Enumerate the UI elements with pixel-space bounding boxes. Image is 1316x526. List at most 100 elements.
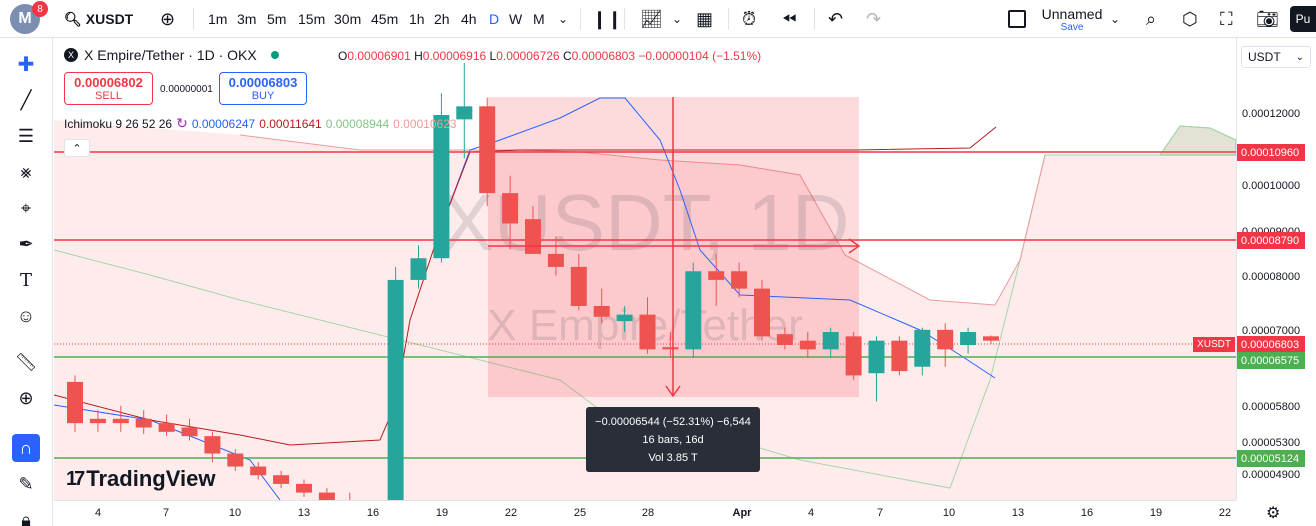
candle-body xyxy=(158,423,175,432)
interval-30m[interactable]: 30m xyxy=(334,11,362,27)
text-tool-icon[interactable]: T xyxy=(19,269,32,291)
interval-15m[interactable]: 15m xyxy=(298,11,326,27)
trendline-icon[interactable]: ╱ xyxy=(20,89,32,110)
ichimoku-legend[interactable]: Ichimoku 9 26 52 26 ↻ 0.00006247 0.00011… xyxy=(64,115,457,132)
symbol-search[interactable]: 🔍︎ XUSDT xyxy=(64,0,133,38)
undo-icon[interactable]: ↶ xyxy=(828,8,844,29)
chevron-up-icon: ⌃ xyxy=(72,142,82,155)
time-tick: 4 xyxy=(807,507,815,519)
layout-name-button[interactable]: Unnamed Save xyxy=(1041,0,1103,38)
price-tick: 0.00010000 xyxy=(1242,180,1301,192)
chevron-down-icon[interactable]: ⌄ xyxy=(672,12,683,26)
pattern-icon[interactable]: ⨳ xyxy=(20,161,32,182)
fib-icon[interactable]: ☰ xyxy=(17,125,35,146)
collapse-legend-button[interactable]: ⌃ xyxy=(64,139,90,157)
time-axis[interactable]: 4 7 10 13 16 19 22 25 28 Apr 4 7 10 13 16 19 22 xyxy=(54,500,1236,526)
measure-change: −0.00006544 (−52.31%) −6,544 xyxy=(595,416,751,428)
ichimoku-cloud-red xyxy=(54,120,1236,500)
candle-body xyxy=(318,492,335,500)
lock-icon[interactable]: 🔒︎ xyxy=(21,509,31,526)
interval-W[interactable]: W xyxy=(509,11,523,27)
price-tag: 0.00010960 xyxy=(1237,144,1305,161)
camera-icon[interactable]: 📷︎ xyxy=(1256,8,1279,29)
quick-search-icon[interactable]: ⌕ xyxy=(1146,8,1157,29)
sell-button[interactable]: 0.00006802 SELL xyxy=(64,72,153,105)
interval-5m[interactable]: 5m xyxy=(267,11,287,27)
lock-drawing-icon[interactable]: ✎ xyxy=(18,473,34,494)
interval-M[interactable]: M xyxy=(533,11,545,27)
price-tick: 0.00007000 xyxy=(1242,325,1301,337)
time-tick: 16 xyxy=(366,507,380,519)
time-tick: 19 xyxy=(1149,507,1163,519)
tradingview-logo[interactable]: 17 TradingView xyxy=(66,466,215,492)
chart-legend-title[interactable]: X X Empire/Tether · 1D · OKX xyxy=(64,47,279,63)
interval-1h[interactable]: 1h xyxy=(409,11,425,27)
interval-45m[interactable]: 45m xyxy=(371,11,399,27)
low-value: 0.00006726 xyxy=(496,49,560,63)
time-tick: Apr xyxy=(732,507,752,519)
currency-select[interactable]: USDT ⌄ xyxy=(1241,46,1311,68)
sell-label: SELL xyxy=(95,90,122,102)
candle-body xyxy=(662,347,679,350)
interval-3m[interactable]: 3m xyxy=(237,11,257,27)
zoom-in-icon[interactable]: ⊕ xyxy=(18,387,34,408)
measure-arrow-down xyxy=(665,385,681,398)
axis-settings-gear-icon[interactable]: ⚙ xyxy=(1266,505,1281,522)
interval-D[interactable]: D xyxy=(489,11,500,27)
alert-icon[interactable]: ⏰︎ xyxy=(742,8,757,29)
candle-body xyxy=(135,418,152,428)
candles-icon[interactable]: ❙❙ xyxy=(592,8,623,29)
price-axis[interactable]: USDT ⌄ xyxy=(1236,38,1316,500)
candle-body xyxy=(960,332,977,346)
ohlc-values: O0.00006901 H0.00006916 L0.00006726 C0.0… xyxy=(338,49,762,63)
time-tick: 10 xyxy=(228,507,242,519)
chevron-down-icon[interactable]: ⌄ xyxy=(558,12,569,26)
notification-badge: 8 xyxy=(32,1,48,17)
candle-body xyxy=(410,258,427,280)
ichimoku-v1: 0.00006247 xyxy=(191,116,256,131)
time-tick: 13 xyxy=(297,507,311,519)
tenkan-sen xyxy=(439,97,996,379)
layouts-icon[interactable]: ▦ xyxy=(696,8,714,29)
measure-bars: 16 bars, 16d xyxy=(642,434,704,446)
buy-price: 0.00006803 xyxy=(228,75,298,90)
candle-body xyxy=(639,314,656,350)
interval-4h[interactable]: 4h xyxy=(461,11,477,27)
candle-body xyxy=(547,253,564,267)
brush-icon[interactable]: ✒ xyxy=(18,233,34,254)
candle-body xyxy=(181,427,198,437)
candle-body xyxy=(227,453,244,467)
fullscreen-icon[interactable]: ⛶ xyxy=(1220,8,1233,29)
crosshair-icon[interactable]: ✚ xyxy=(17,53,35,76)
layout-name: Unnamed xyxy=(1041,5,1103,22)
replay-icon[interactable]: ⏪︎ xyxy=(782,8,797,29)
buy-button[interactable]: 0.00006803 BUY xyxy=(219,72,307,105)
interval-1m[interactable]: 1m xyxy=(208,11,228,27)
kijun-sen xyxy=(54,126,997,446)
ruler-icon[interactable]: 📏︎ xyxy=(14,351,38,372)
price-tick: 0.00008000 xyxy=(1242,271,1301,283)
indicators-icon[interactable]: 📈︎ xyxy=(640,8,663,29)
candle-body xyxy=(754,288,770,337)
time-tick: 10 xyxy=(942,507,956,519)
publish-button[interactable]: Pu xyxy=(1290,6,1316,32)
magnet-icon[interactable]: ∩ xyxy=(12,434,40,462)
candle-body xyxy=(776,334,793,346)
drawing-toolbar: ✚ ╱ ☰ ⨳ ⌖ ✒ T ☺ 📏︎ ⊕ ∩ ✎ 🔒︎ xyxy=(0,38,53,526)
interval-2h[interactable]: 2h xyxy=(434,11,450,27)
chevron-down-icon[interactable]: ⌄ xyxy=(1110,12,1121,26)
time-tick: 16 xyxy=(1080,507,1094,519)
top-toolbar: M 8 🔍︎ XUSDT ⊕ 1m 3m 5m 15m 30m 45m 1h 2h 4h D W M … xyxy=(0,0,1316,38)
candle-body xyxy=(433,115,450,259)
prediction-icon[interactable]: ⌖ xyxy=(20,197,32,218)
candle-body xyxy=(845,336,862,376)
emoji-icon[interactable]: ☺ xyxy=(16,305,36,326)
symbol-price-tag: XUSDT xyxy=(1193,337,1235,352)
layout-checkbox[interactable] xyxy=(1008,0,1026,38)
redo-icon[interactable]: ↷ xyxy=(866,8,882,29)
user-avatar[interactable]: M xyxy=(10,4,40,34)
time-tick: 22 xyxy=(1218,507,1232,519)
compare-add-icon[interactable]: ⊕ xyxy=(160,8,176,29)
settings-gear-icon[interactable]: ⬡ xyxy=(1182,8,1198,29)
